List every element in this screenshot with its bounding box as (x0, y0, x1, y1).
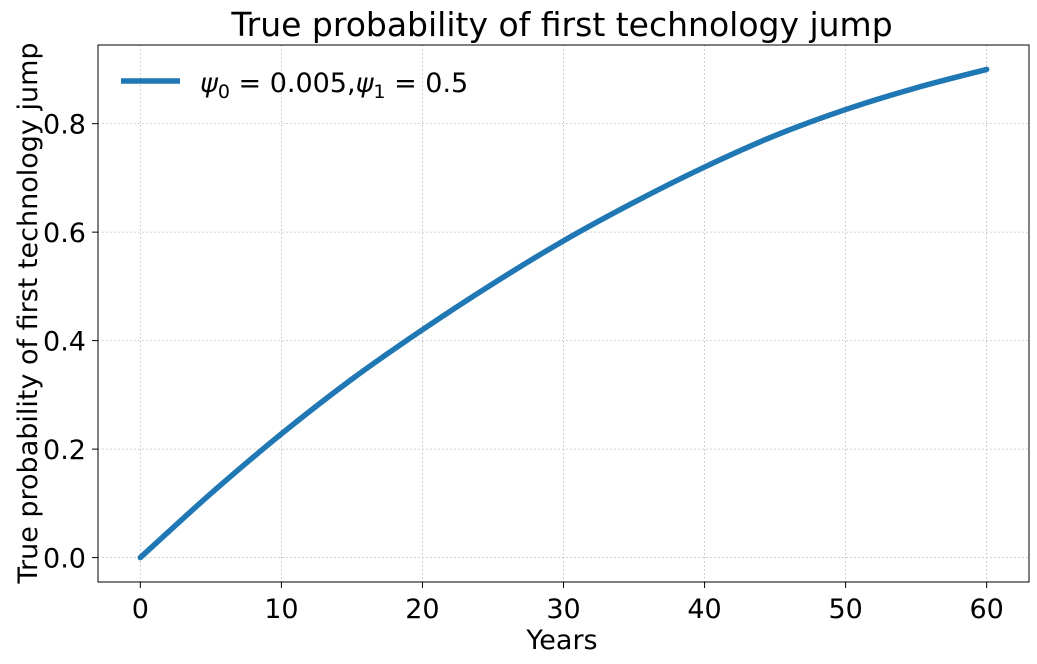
y-tick-label: 0.4 (43, 327, 86, 358)
y-tick-label: 0.8 (43, 110, 86, 141)
legend-eq0: = 0.005, (230, 68, 356, 99)
grid (98, 45, 1029, 582)
x-tick-label: 40 (687, 594, 721, 625)
series-layer (137, 66, 990, 561)
x-tick-label: 60 (970, 594, 1004, 625)
x-tick-label: 10 (264, 594, 298, 625)
legend-sub1: 1 (373, 81, 385, 103)
x-tick-label: 0 (132, 594, 149, 625)
x-tick-label: 50 (828, 594, 862, 625)
chart-title: True probability of first technology jum… (230, 5, 892, 44)
x-axis-label: Years (525, 625, 597, 656)
x-tick-label: 20 (405, 594, 439, 625)
legend-sub0: 0 (218, 81, 230, 103)
y-tick-label: 0.6 (43, 218, 86, 249)
y-axis-label: True probability of first technology jum… (13, 42, 44, 584)
legend-label: ψ0 = 0.005,ψ1 = 0.5 (200, 68, 468, 103)
x-tick-label: 30 (546, 594, 580, 625)
y-tick-label: 0.0 (43, 544, 86, 575)
legend: ψ0 = 0.005,ψ1 = 0.5 (121, 68, 468, 103)
series-line (137, 66, 990, 561)
ticks: 0 10 20 30 40 50 60 0.0 0.2 0.4 0.6 0.8 (43, 110, 1004, 625)
legend-psi1: ψ (356, 68, 375, 99)
legend-eq1: = 0.5 (385, 68, 468, 99)
legend-psi0: ψ (200, 68, 219, 99)
y-tick-label: 0.2 (43, 435, 86, 466)
